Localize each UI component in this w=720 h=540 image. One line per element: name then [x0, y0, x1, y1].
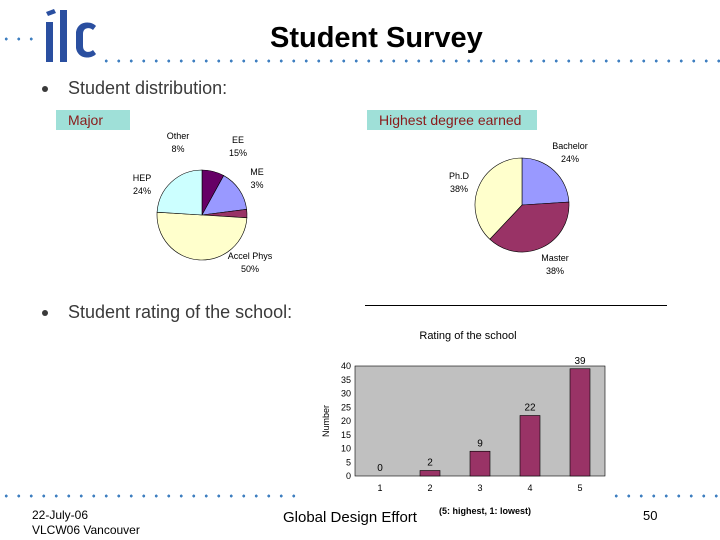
pie-label: Master: [541, 253, 569, 263]
bullet-dot: [42, 310, 48, 317]
pie-value-label: 38%: [546, 266, 564, 276]
bottom-right-dots: [610, 493, 720, 499]
pie-slice-accel-phys: [156, 211, 248, 261]
pie-slice-bachelor: [521, 157, 570, 206]
degree-chart-title: Highest degree earned: [367, 110, 537, 130]
pie-value-label: 24%: [133, 186, 151, 196]
x-axis-label: (5: highest, 1: lowest): [439, 506, 531, 516]
pie-value-label: 8%: [171, 144, 184, 154]
pie-label: EE: [232, 135, 244, 145]
x-tick-label: 5: [577, 483, 582, 493]
page-number: 50: [643, 508, 658, 523]
y-tick-label: 15: [341, 430, 351, 440]
pie-label: Accel Phys: [228, 251, 273, 261]
x-tick-label: 3: [477, 483, 482, 493]
bottom-left-dots: [0, 493, 300, 499]
bar-value-label: 39: [574, 356, 586, 367]
rating-bar-chart: Rating of the school0510152025303540Numb…: [321, 330, 606, 516]
pie-label: ME: [250, 167, 264, 177]
bar-value-label: 22: [524, 403, 536, 414]
bar-chart-title: Rating of the school: [419, 330, 516, 342]
bar-value-label: 2: [427, 458, 433, 469]
chart-divider: [365, 305, 667, 306]
major-chart-title: Major: [56, 110, 130, 130]
x-tick-label: 2: [427, 483, 432, 493]
pie-slice-ph-d: [474, 157, 523, 240]
bullet-text: Student rating of the school:: [68, 302, 293, 322]
y-tick-label: 30: [341, 389, 351, 399]
pie-label: HEP: [133, 173, 152, 183]
footer-center: Global Design Effort: [283, 509, 417, 526]
top-left-dots: [0, 36, 40, 42]
pie-value-label: 15%: [229, 148, 247, 158]
bar-5: [569, 368, 591, 477]
bullet-student-distribution: Student distribution:: [42, 78, 227, 99]
y-tick-label: 5: [346, 457, 351, 467]
footer-event: VLCW06 Vancouver: [32, 523, 140, 537]
bar-3: [469, 450, 491, 477]
pie-value-label: 50%: [241, 264, 259, 274]
pie-label: Other: [167, 131, 190, 141]
y-tick-label: 35: [341, 375, 351, 385]
pie-value-label: 3%: [250, 180, 263, 190]
slide-title: Student Survey: [270, 22, 483, 54]
pie-label: Ph.D: [449, 171, 470, 181]
bar-2: [419, 470, 441, 477]
bar-value-label: 0: [377, 463, 383, 474]
y-tick-label: 40: [341, 361, 351, 371]
pie-value-label: 24%: [561, 154, 579, 164]
degree-pie-chart: Bachelor 24% Master 38% Ph.D 38%: [449, 141, 588, 276]
bar-value-label: 9: [477, 438, 483, 449]
y-tick-label: 25: [341, 402, 351, 412]
pie-slice-master: [489, 201, 570, 253]
bullet-dot: [42, 86, 48, 93]
y-tick-label: 10: [341, 444, 351, 454]
pie-value-label: 38%: [450, 184, 468, 194]
ilc-logo-icon: [42, 8, 102, 64]
major-pie-chart: Other 8% EE 15%ME 3% Accel Phys 50% HEP 24%: [133, 131, 273, 274]
y-axis-label: Number: [321, 405, 331, 437]
bullet-text: Student distribution:: [68, 78, 228, 98]
y-tick-label: 20: [341, 416, 351, 426]
y-tick-label: 0: [346, 471, 351, 481]
bullet-student-rating: Student rating of the school:: [42, 302, 292, 323]
bar-4: [519, 415, 541, 477]
footer-date: 22-July-06: [32, 508, 89, 522]
top-right-dots: [100, 58, 720, 64]
pie-slice-hep: [156, 169, 203, 216]
x-tick-label: 4: [527, 483, 532, 493]
pie-label: Bachelor: [552, 141, 588, 151]
x-tick-label: 1: [377, 483, 382, 493]
